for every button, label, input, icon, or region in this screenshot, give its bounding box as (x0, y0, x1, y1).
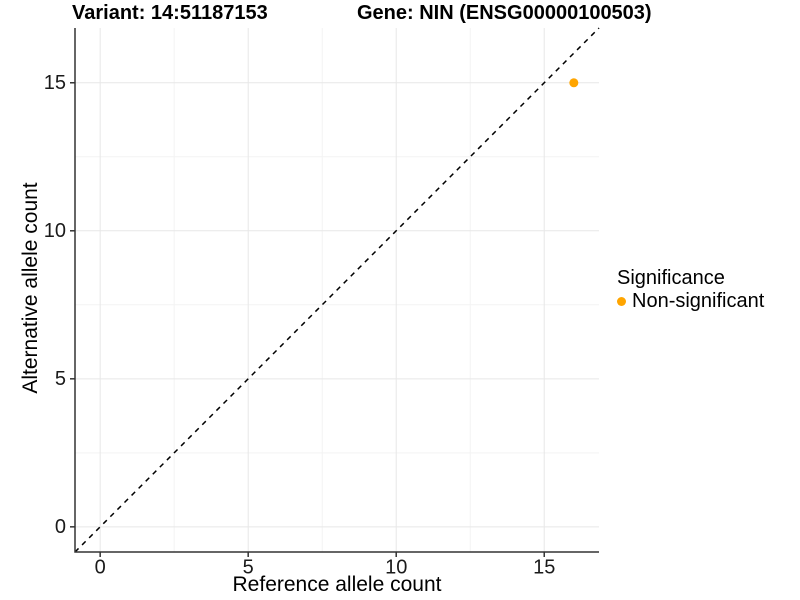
x-tick-label: 15 (533, 557, 555, 579)
y-axis-title: Alternative allele count (19, 182, 42, 394)
legend-item-label: Non-significant (632, 290, 765, 312)
x-tick-label: 10 (385, 557, 407, 579)
x-axis-title: Reference allele count (232, 573, 442, 596)
y-tick-label: 0 (55, 516, 66, 538)
plot-title-gene: Gene: NIN (ENSG00000100503) (357, 2, 652, 24)
x-tick-label: 0 (95, 557, 106, 579)
y-tick-label: 5 (55, 368, 66, 390)
legend-item: Non-significant (617, 290, 764, 313)
legend-point-icon (617, 297, 626, 306)
x-tick-label: 5 (243, 557, 254, 579)
axis-lines (74, 28, 599, 553)
y-tick-label: 15 (44, 72, 66, 94)
data-point (569, 78, 579, 88)
legend: Significance Non-significant (617, 267, 764, 313)
plot-title-variant: Variant: 14:51187153 (72, 2, 268, 24)
y-tick-label: 10 (44, 220, 66, 242)
identity-line (74, 27, 600, 553)
legend-title: Significance (617, 267, 725, 289)
